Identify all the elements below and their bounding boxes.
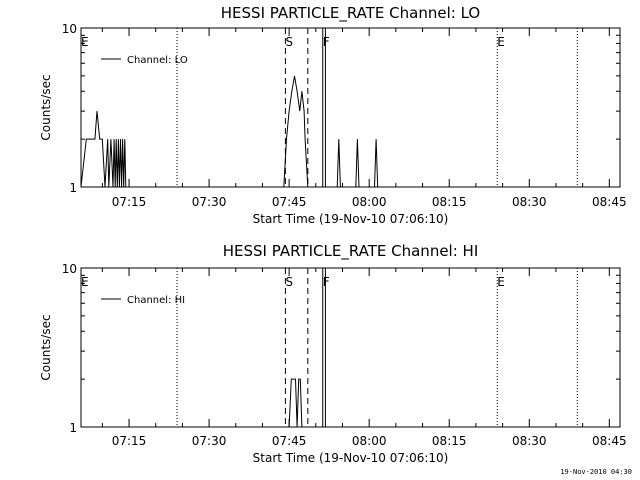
plot-frame: [80, 267, 621, 428]
event-marker-label: S: [285, 35, 293, 49]
x-tick-label: 08:30: [512, 195, 547, 209]
event-marker-label: E: [497, 275, 505, 289]
y-tick-label: 1: [69, 181, 77, 195]
x-tick-label: 08:15: [432, 195, 467, 209]
chart-title: HESSI PARTICLE_RATE Channel: HI: [223, 242, 479, 261]
chart-lo: HESSI PARTICLE_RATE Channel: LO 1 10 07:15 0…: [39, 4, 627, 226]
x-tick-label: 08:45: [592, 434, 627, 448]
event-marker-label: F: [323, 275, 330, 289]
chart-hi: HESSI PARTICLE_RATE Channel: HI 1 10 07:15 0…: [39, 242, 627, 465]
series-line: [288, 378, 303, 428]
y-tick-label: 1: [69, 421, 77, 435]
plot-frame: [80, 27, 621, 188]
x-tick-label: 08:15: [432, 434, 467, 448]
event-marker-label: S: [285, 275, 293, 289]
y-tick-label: 10: [62, 22, 77, 36]
x-tick-label: 08:00: [352, 434, 387, 448]
x-tick-label: 08:30: [512, 434, 547, 448]
event-marker-label: E: [81, 35, 89, 49]
y-tick-label: 10: [62, 262, 77, 276]
x-tick-label: 08:45: [592, 195, 627, 209]
y-axis-label: Counts/sec: [39, 74, 53, 140]
y-axis-label: Counts/sec: [39, 314, 53, 380]
chart-title: HESSI PARTICLE_RATE Channel: LO: [221, 4, 480, 23]
x-axis-label: Start Time (19-Nov-10 07:06:10): [253, 212, 449, 226]
x-axis-label: Start Time (19-Nov-10 07:06:10): [253, 451, 449, 465]
x-tick-label: 07:45: [272, 434, 307, 448]
x-tick-label: 08:00: [352, 195, 387, 209]
legend-label: Channel: LO: [127, 55, 188, 66]
footer-timestamp: 19-Nov-2010 04:30: [560, 468, 632, 476]
x-tick-label: 07:45: [272, 195, 307, 209]
event-marker-label: F: [323, 35, 330, 49]
x-tick-label: 07:30: [192, 195, 227, 209]
x-tick-label: 07:15: [112, 434, 147, 448]
event-marker-label: E: [497, 35, 505, 49]
legend-label: Channel: HI: [127, 295, 185, 306]
event-marker-label: E: [81, 275, 89, 289]
x-tick-label: 07:15: [112, 195, 147, 209]
x-tick-label: 07:30: [192, 434, 227, 448]
series-line: [80, 75, 379, 188]
